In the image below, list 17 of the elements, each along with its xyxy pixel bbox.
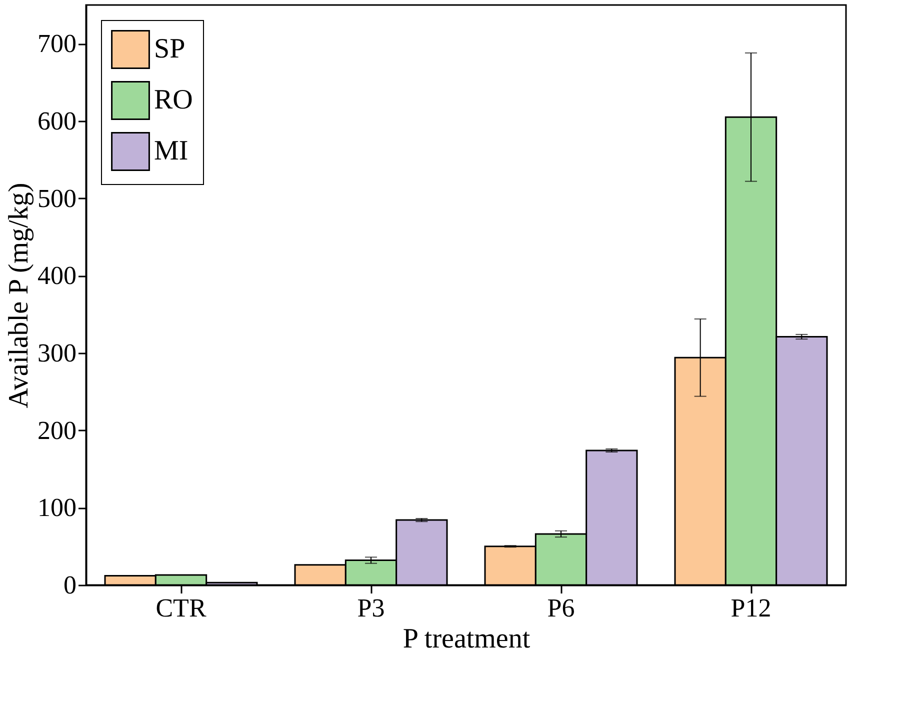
x-tick-label: CTR (156, 594, 207, 622)
y-tick-label: 500 (38, 184, 76, 213)
legend-label: MI (154, 136, 188, 166)
legend-label: SP (154, 34, 186, 64)
y-tick-label: 300 (38, 338, 76, 368)
y-tick-label: 100 (38, 493, 76, 522)
y-tick-label: 600 (38, 106, 76, 136)
y-tick-label: 200 (38, 416, 76, 445)
y-axis-title: Available P (mg/kg) (4, 182, 34, 408)
x-tick-label: P12 (730, 594, 772, 622)
x-axis-title: P treatment (402, 624, 530, 654)
x-tick-label: P6 (547, 594, 575, 622)
y-tick-label: 0 (64, 570, 76, 600)
x-tick-label: P3 (357, 594, 385, 622)
y-tick-label: 400 (38, 261, 76, 290)
y-tick-label: 700 (38, 29, 76, 58)
legend-label: RO (154, 84, 193, 116)
